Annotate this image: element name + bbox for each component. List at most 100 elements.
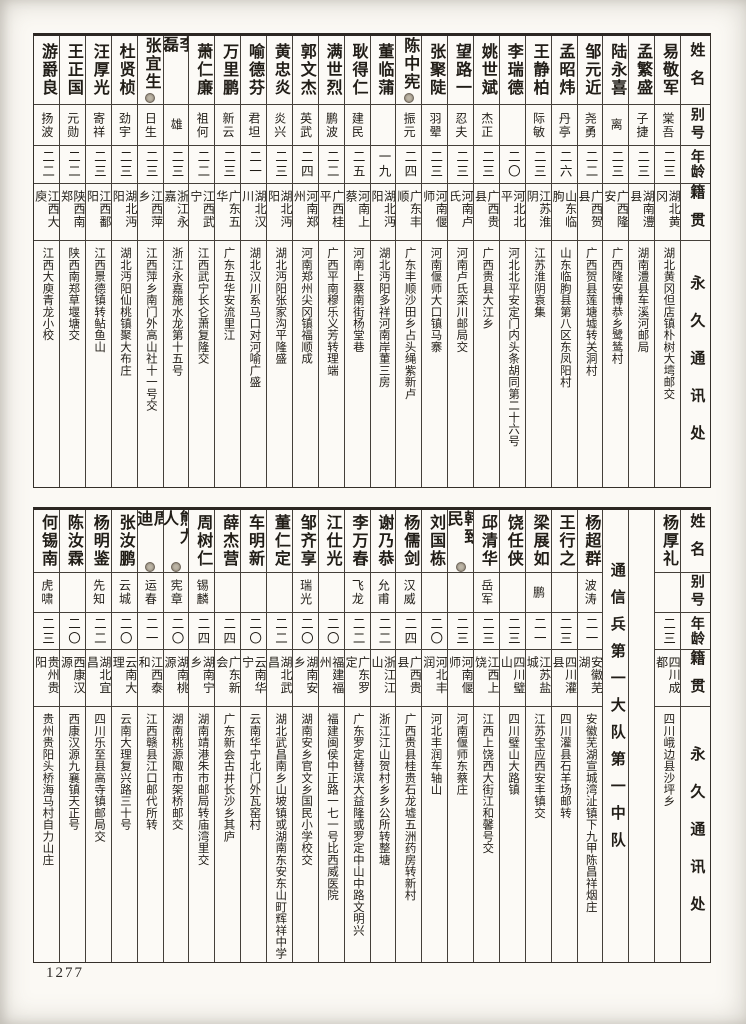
header-label: 姓名: [688, 42, 705, 98]
alias-text: 棠吾: [660, 111, 675, 139]
name-text: 熊力人: [163, 510, 189, 546]
alias-text: 汉威: [402, 579, 417, 606]
name-cell: 邹元近: [577, 36, 603, 105]
name-text: 何锡南: [38, 514, 56, 568]
addr-text: 陕西南郑草堰塘交: [67, 247, 80, 341]
addr-cell: 浙江永嘉施水龙第十五号: [164, 241, 189, 487]
name-text: 李万春: [349, 514, 367, 568]
age-cell: 二三: [551, 613, 577, 650]
person-column: 薛杰营 二四 广东新会 广东新会古井长沙乡其庐: [214, 510, 241, 962]
name-text: 韩致民: [448, 510, 473, 546]
person-column: 董仁定 二二 湖北武昌 湖北武昌南乡山坡镇或湖南东安东山町辉祥中学: [266, 510, 292, 962]
addr-text: 江西萍乡南门外高山社十一号交: [144, 247, 157, 412]
native-cell: 广东五华: [215, 184, 241, 241]
alias-cell: 祖何: [189, 105, 215, 146]
age-text: 二三: [143, 150, 158, 179]
age-text: 二二: [376, 616, 391, 646]
name-cell: 张汝鹏: [111, 510, 137, 573]
roster-table-top: 姓名 别号 年龄 籍贯 永久通讯处 易敬军 棠吾 二三 湖北黄冈 湖北黄冈但店镇朴树大塆邮交 孟繁盛…: [33, 33, 711, 488]
alias-text: 飞龙: [350, 579, 365, 606]
header-label: 年龄: [688, 615, 704, 647]
addr-cell: 湖北黄冈但店镇朴树大塆邮交: [655, 241, 680, 487]
addr-text: 广西平南穆乐义芳转理端: [325, 247, 338, 377]
native-cell: 广西贵县: [396, 650, 422, 707]
name-text: 邱清华: [478, 514, 496, 568]
age-cell: 二三: [655, 146, 680, 184]
addr-text: 河北北平安定门内头条胡同第二十六号: [507, 247, 520, 447]
age-cell: 二三: [137, 146, 163, 184]
person-column: 孟昭炜 丹亭 二六 山东临朐 山东临朐县第八区东凤阳村: [550, 36, 577, 487]
age-cell: 一九: [370, 146, 396, 184]
native-text: 山东临朐: [551, 190, 577, 228]
name-text: 姚世斌: [478, 43, 496, 97]
native-text: 河南郑州: [292, 190, 318, 228]
alias-text: 锡麟: [195, 579, 210, 606]
header-cell: 别号: [681, 573, 710, 613]
native-text: 河南卢氏: [448, 190, 473, 228]
age-text: 二三: [117, 150, 132, 179]
addr-text: 福建闽侯中正路一七一号比西威医院: [325, 713, 338, 901]
name-text: 郭文杰: [297, 43, 315, 97]
person-column: 杨超群 波涛 二一 安徽芜湖 安徽芜湖宣城湾沚镇下九甲陈昌祥烟庄: [576, 510, 603, 962]
native-cell: 河南郑州: [292, 184, 318, 241]
spacer-column: [628, 510, 654, 962]
name-cell: 王静柏: [525, 36, 551, 105]
person-column: 李瑞德 二〇 河北北平 河北北平安定门内头条胡同第二十六号: [498, 36, 525, 487]
age-text: 二〇: [247, 616, 262, 646]
addr-text: 四川峨边县沙坪乡: [662, 713, 675, 807]
age-text: 二三: [635, 150, 650, 179]
person-column: 姚世斌 杰正 二三 广西贵县 广西贵县大江乡: [473, 36, 499, 487]
alias-cell: 宪章: [163, 573, 189, 613]
name-cell: 车明新: [241, 510, 266, 573]
name-cell: 邱清华: [474, 510, 499, 573]
header-label: 永久通讯处: [688, 275, 705, 463]
alias-text: 杰正: [479, 111, 494, 139]
age-text: 二三: [609, 150, 624, 179]
native-text: 广东五华: [215, 190, 241, 228]
age-text: 二一: [143, 616, 158, 646]
native-cell: 湖北沔阳: [370, 184, 396, 241]
alias-text: 英武: [298, 111, 313, 139]
age-text: 二三: [40, 616, 55, 646]
alias-cell: 云城: [111, 573, 137, 613]
name-cell: 李磊: [163, 36, 189, 105]
name-cell: 满世烈: [318, 36, 344, 105]
native-text: 陕西南郑: [60, 190, 85, 228]
alias-text: 允甫: [376, 579, 391, 606]
addr-text: 贵州贵阳头桥海马村自力山庄: [41, 713, 54, 866]
alias-cell: 尧勇: [577, 105, 603, 146]
age-cell: 二四: [396, 146, 422, 184]
age-cell: 二三: [267, 146, 292, 184]
addr-text: 湖南靖港朱市邮局转庙湾里交: [196, 713, 209, 866]
addr-text: 河南卢氏栾川邮局交: [455, 247, 468, 353]
header-label: 永久通讯处: [688, 745, 705, 934]
alias-cell: 虎啸: [34, 573, 59, 613]
addr-text: 江西景德镇转鲇鱼山: [93, 247, 106, 353]
native-text: 江西大庾: [34, 190, 59, 228]
age-text: 二四: [402, 616, 417, 646]
person-column: 刘国栋 二〇 河北丰润 河北丰润车轴山: [421, 510, 448, 962]
header-label: 籍贯: [688, 650, 705, 706]
name-cell: 谢乃恭: [370, 510, 396, 573]
age-cell: 二三: [629, 146, 655, 184]
addr-cell: 河南上蔡南街杨堂巷: [345, 241, 370, 487]
native-cell: 湖南桃源: [163, 650, 189, 707]
native-cell: 江西上饶: [474, 650, 499, 707]
name-text: 薛杰营: [220, 514, 238, 568]
alias-cell: [60, 573, 85, 613]
person-column: 张聚陡 羽翚 二三 河南偃师 河南偃师大口镇马寨: [421, 36, 448, 487]
alias-text: 雄: [169, 118, 184, 132]
person-column: 熊力人 宪章 二〇 湖南桃源 湖南桃源陬市架桥邮交: [162, 510, 189, 962]
name-cell: 刘国栋: [422, 510, 448, 573]
name-cell: 薛杰营: [215, 510, 241, 573]
native-cell: 湖南安乡: [292, 650, 318, 707]
alias-cell: 子捷: [629, 105, 655, 146]
addr-text: 湖北武昌南乡山坡镇或湖南东安东山町辉祥中学: [274, 713, 287, 960]
addr-text: 云南大理复兴路三十号: [118, 713, 131, 831]
addr-cell: 河北丰润车轴山: [422, 707, 447, 962]
person-column: 李磊雄二三 浙江永嘉 浙江永嘉施水龙第十五号: [162, 36, 189, 487]
native-cell: 湖北汉川: [241, 184, 266, 241]
age-cell: 二三: [111, 146, 137, 184]
alias-cell: 先知: [85, 573, 111, 613]
name-cell: 张聚陡: [422, 36, 448, 105]
